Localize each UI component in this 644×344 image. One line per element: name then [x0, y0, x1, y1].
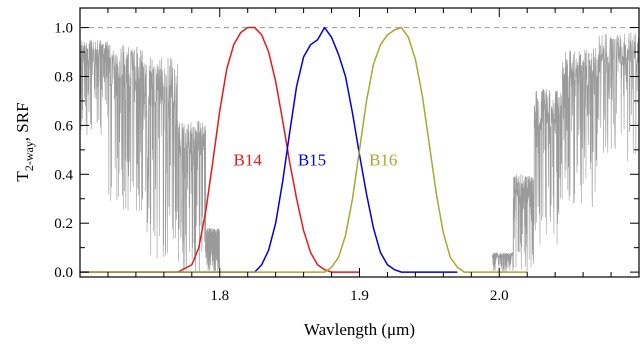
- y-axis-label-main: T: [13, 171, 32, 182]
- y-tick-label: 0.2: [54, 216, 73, 232]
- y-axis-ticks: 0.0 0.2 0.4 0.6 0.8 1.0: [54, 21, 639, 281]
- transmittance-right-lines: [491, 32, 639, 273]
- transmittance-spectrum: [80, 32, 639, 273]
- y-tick-label: 0.6: [54, 118, 73, 134]
- series-label-b15: B15: [298, 151, 326, 170]
- transmittance-left-lines: [80, 39, 220, 273]
- x-axis-label: Wavlength (μm): [304, 320, 415, 339]
- series-line-b15: [80, 26, 458, 273]
- x-tick-label: 1.9: [350, 288, 369, 304]
- series-line-b14: [80, 26, 360, 273]
- x-axis-ticks: 1.8 1.9 2.0: [107, 8, 612, 304]
- series-label-b14: B14: [234, 151, 263, 170]
- x-tick-label: 2.0: [490, 288, 509, 304]
- y-axis-label-subscript: 2-way: [22, 141, 36, 171]
- y-axis-label-tail: , SRF: [13, 102, 32, 141]
- y-axis-label: T2-way, SRF: [13, 102, 36, 181]
- srf-curves: [80, 26, 528, 273]
- band-labels: B14 B15 B16: [234, 151, 398, 170]
- y-tick-label: 1.0: [54, 21, 73, 37]
- y-tick-label: 0.4: [54, 167, 73, 183]
- series-line-b16: [80, 26, 528, 273]
- y-tick-label: 0.8: [54, 69, 73, 85]
- y-tick-label: 0.0: [54, 265, 73, 281]
- x-tick-label: 1.8: [210, 288, 229, 304]
- series-label-b16: B16: [369, 151, 397, 170]
